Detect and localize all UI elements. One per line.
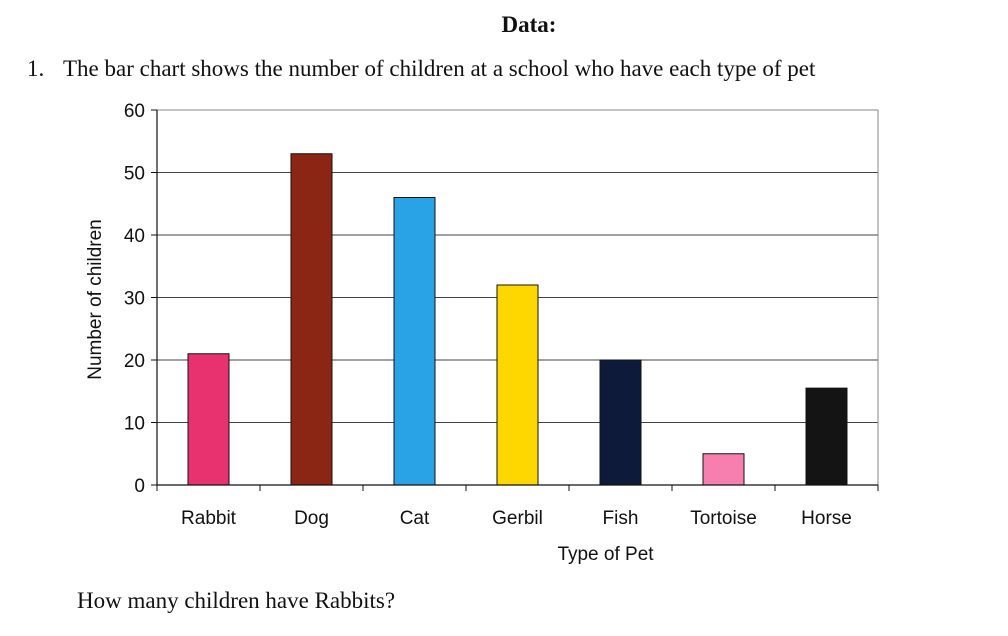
y-tick-label-10: 10 bbox=[124, 414, 145, 435]
x-tick-label-tortoise: Tortoise bbox=[690, 508, 757, 529]
x-tick-label-horse: Horse bbox=[801, 508, 852, 529]
question-number: 1. bbox=[27, 56, 45, 81]
y-tick-label-50: 50 bbox=[124, 164, 145, 185]
bar-fish bbox=[599, 359, 642, 486]
x-tick-label-gerbil: Gerbil bbox=[492, 508, 543, 529]
y-tick-label-60: 60 bbox=[124, 101, 145, 122]
x-tick-label-fish: Fish bbox=[603, 508, 639, 529]
bar-dog bbox=[290, 153, 333, 486]
x-tick-label-dog: Dog bbox=[294, 508, 329, 529]
question-line: 1. The bar chart shows the number of chil… bbox=[27, 56, 815, 82]
bar-tortoise bbox=[702, 453, 745, 486]
x-axis-title: Type of Pet bbox=[557, 544, 654, 565]
question-text: The bar chart shows the number of childr… bbox=[63, 56, 816, 81]
bar-rabbit bbox=[187, 353, 230, 486]
page-heading: Data: bbox=[501, 12, 557, 37]
x-tick-label-cat: Cat bbox=[400, 508, 430, 529]
x-tick-label-rabbit: Rabbit bbox=[181, 508, 237, 529]
bar-cat bbox=[393, 197, 436, 486]
y-tick-label-0: 0 bbox=[134, 476, 145, 497]
question-prompt: How many children have Rabbits? bbox=[77, 588, 396, 613]
y-tick-label-40: 40 bbox=[124, 226, 145, 247]
tick-labels: 0 10 20 30 40 50 60 Rabbit Dog Cat Gerbil Fish Torto… bbox=[124, 101, 852, 529]
y-tick-label-30: 30 bbox=[124, 289, 145, 310]
bar-gerbil bbox=[496, 284, 539, 486]
axes bbox=[151, 109, 879, 491]
bar-horse bbox=[805, 387, 848, 486]
y-tick-label-20: 20 bbox=[124, 351, 145, 372]
bars bbox=[187, 153, 848, 486]
y-axis-title: Number of children bbox=[85, 219, 106, 380]
